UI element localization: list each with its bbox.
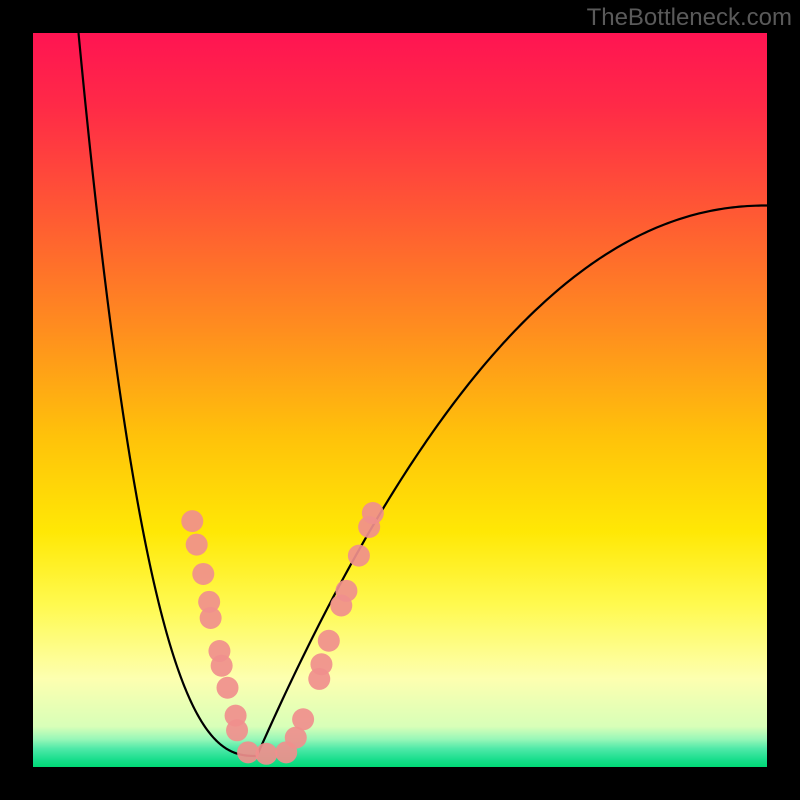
watermark-text: TheBottleneck.com — [587, 4, 792, 32]
data-marker — [348, 545, 370, 567]
data-marker — [211, 655, 233, 677]
data-marker — [181, 510, 203, 532]
data-marker — [217, 677, 239, 699]
data-marker — [318, 630, 340, 652]
data-marker — [200, 607, 222, 629]
data-marker — [255, 743, 277, 765]
data-marker — [310, 653, 332, 675]
data-marker — [362, 502, 384, 524]
data-marker — [335, 580, 357, 602]
data-marker — [186, 534, 208, 556]
chart-container: TheBottleneck.com — [0, 0, 800, 800]
chart-svg — [0, 0, 800, 800]
data-marker — [292, 708, 314, 730]
data-marker — [192, 563, 214, 585]
data-marker — [226, 719, 248, 741]
